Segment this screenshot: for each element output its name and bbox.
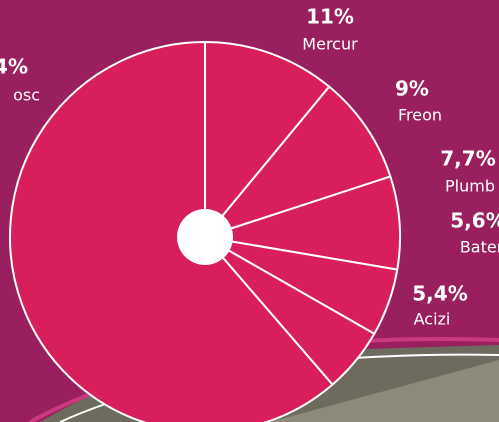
category-label: Baterii — [460, 238, 499, 257]
photo-detail — [270, 360, 499, 422]
pie-slice — [9, 40, 334, 422]
labels: 11% Mercur 9% Freon 7,7% Plumb 5,6% Baterii 5,4%… — [0, 5, 499, 329]
pie-slice — [204, 40, 331, 240]
pie-hole — [177, 209, 233, 265]
category-label: Freon — [398, 106, 442, 125]
value-label: 5,6% — [450, 209, 499, 233]
pie-slice — [204, 175, 401, 271]
category-label: osc — [13, 86, 40, 105]
value-label: 5,4% — [412, 282, 467, 306]
pie-slice — [202, 85, 392, 240]
category-label: Acizi — [414, 310, 451, 329]
value-label: 7,7% — [440, 147, 495, 171]
value-label: 11% — [306, 5, 354, 29]
category-label: Plumb — [445, 177, 495, 196]
value-label: 9% — [395, 77, 429, 101]
category-label: Mercur — [302, 35, 358, 54]
pie — [9, 40, 401, 422]
value-label: 61,4% — [0, 55, 28, 79]
